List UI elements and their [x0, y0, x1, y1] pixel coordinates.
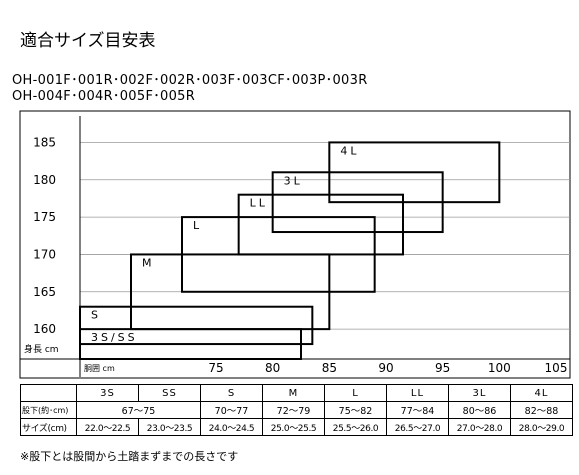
header-cell: 3S [76, 384, 139, 402]
header-cell: S [200, 384, 263, 402]
x-tick-label: 75 [208, 361, 223, 375]
size-region [79, 305, 314, 346]
header-cell: M [262, 384, 325, 402]
y-tick-label: 160 [33, 322, 56, 336]
size-region-label: M [142, 256, 155, 269]
size-region-label: 4L [340, 144, 359, 157]
table-cell: 67〜75 [76, 401, 201, 419]
y-tick-label: 170 [33, 247, 56, 261]
size-table: 3S SS S M L LL 3L 4L 股下(約･cm) 67〜75 70〜7… [20, 384, 573, 436]
header-cell: SS [138, 384, 201, 402]
table-cell: 25.0〜25.5 [262, 418, 325, 436]
size-region-label: L [193, 219, 202, 232]
x-axis-label: 胴囲 cm [84, 364, 115, 373]
table-cell: 77〜84 [386, 401, 449, 419]
table-cell: 28.0〜29.0 [510, 418, 573, 436]
shoe-size-row: サイズ(cm) 22.0〜22.5 23.0〜23.5 24.0〜24.5 25… [20, 418, 573, 436]
table-cell: 70〜77 [200, 401, 263, 419]
size-region-label: 3L [284, 174, 303, 187]
table-cell: 24.0〜24.5 [200, 418, 263, 436]
y-tick-label: 180 [33, 173, 56, 187]
header-cell: 3L [448, 384, 511, 402]
x-tick-label: 95 [435, 361, 450, 375]
table-cell: 80〜86 [448, 401, 511, 419]
table-cell: 72〜79 [262, 401, 325, 419]
y-tick-label: 165 [33, 285, 56, 299]
x-tick-label: 105 [545, 361, 568, 375]
table-cell: 22.0〜22.5 [76, 418, 139, 436]
table-cell: 82〜88 [510, 401, 573, 419]
x-tick-label: 80 [265, 361, 280, 375]
row-label: サイズ(cm) [20, 418, 77, 436]
y-axis-label: 身長 cm [24, 343, 59, 355]
size-region-label: S [91, 309, 101, 322]
table-cell: 23.0〜23.5 [138, 418, 201, 436]
header-cell: 4L [510, 384, 573, 402]
x-tick-label: 90 [378, 361, 393, 375]
chart-frame [19, 110, 571, 379]
table-cell: 75〜82 [324, 401, 387, 419]
page-title: 適合サイズ目安表 [20, 31, 156, 51]
model-line-1: OH-001F･001R･002F･002R･003F･003CF･003P･0… [12, 73, 368, 88]
y-tick-label: 185 [33, 135, 56, 149]
footnote: ※股下とは股間から土踏まずまでの長さです [20, 450, 239, 463]
row-label: 股下(約･cm) [20, 401, 77, 419]
x-tick-label: 85 [322, 361, 337, 375]
size-chart: 160 165 170 175 180 185 75 80 85 90 95 100 105 身長 cm 胴… [19, 110, 571, 379]
x-tick-label: 100 [488, 361, 511, 375]
size-region [237, 193, 404, 256]
table-cell: 25.5〜26.0 [324, 418, 387, 436]
size-region-label: 3S/SS [91, 331, 138, 344]
model-line-2: OH-004F･004R･005F･005R [12, 89, 196, 104]
size-region [328, 141, 501, 204]
header-cell: L [324, 384, 387, 402]
table-corner-cell [20, 384, 77, 402]
table-cell: 26.5〜27.0 [386, 418, 449, 436]
y-tick-label: 175 [33, 210, 56, 224]
table-header-row: 3S SS S M L LL 3L 4L [20, 384, 573, 402]
table-cell: 27.0〜28.0 [448, 418, 511, 436]
header-cell: LL [386, 384, 449, 402]
size-region-label: LL [250, 197, 268, 210]
inseam-row: 股下(約･cm) 67〜75 70〜77 72〜79 75〜82 77〜84 8… [20, 401, 573, 419]
